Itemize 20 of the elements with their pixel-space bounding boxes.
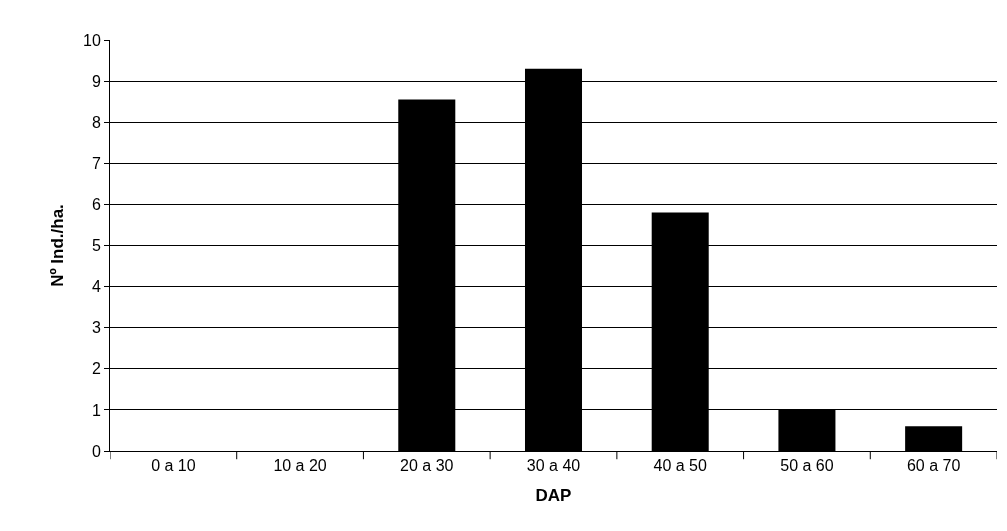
x-tick-label: 30 a 40 xyxy=(526,457,581,475)
y-tick-label: 6 xyxy=(91,196,101,213)
x-tick-label: 20 a 30 xyxy=(400,457,454,475)
x-tick-label: 0 a 10 xyxy=(151,457,196,475)
y-tick-label: 0 xyxy=(91,442,101,460)
y-tick-label: 10 xyxy=(83,31,101,49)
y-tick-label: 5 xyxy=(91,237,101,255)
x-tick-label: 60 a 70 xyxy=(906,457,961,475)
y-tick-label: 3 xyxy=(91,319,101,337)
x-axis-title: DAP xyxy=(535,485,572,505)
y-tick-label: 2 xyxy=(91,360,101,378)
x-tick-label: 10 a 20 xyxy=(273,457,327,475)
y-tick-label: 7 xyxy=(91,154,101,172)
y-tick-label: 1 xyxy=(91,401,101,419)
x-tick-label: 40 a 50 xyxy=(653,457,707,475)
x-tick-label: 50 a 60 xyxy=(780,457,834,475)
y-axis-title: Nº Ind./ha. xyxy=(47,204,67,287)
y-tick-label: 9 xyxy=(91,72,101,90)
y-tick-label: 8 xyxy=(91,113,101,131)
y-tick-label: 4 xyxy=(91,278,101,296)
